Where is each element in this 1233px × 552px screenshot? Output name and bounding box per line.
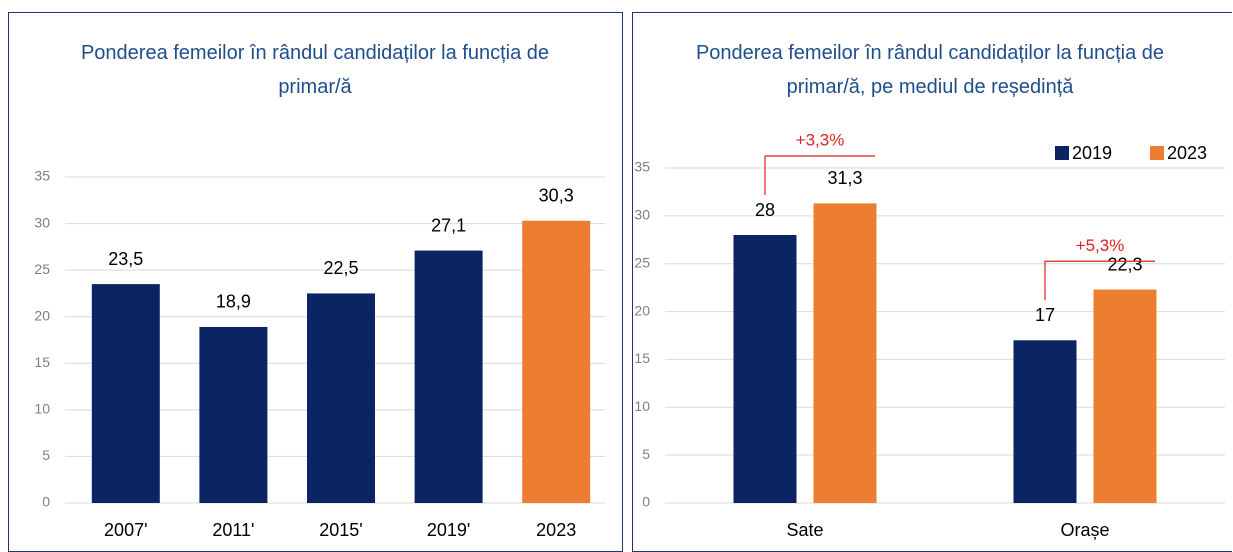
value-label: 17: [1035, 305, 1055, 325]
chart-title: Ponderea femeilor în rândul candidaților…: [695, 42, 1165, 98]
annotation: +3,3%: [796, 130, 845, 149]
annotation: +5,3%: [1076, 236, 1125, 255]
bar: [199, 326, 268, 503]
bar: [522, 220, 591, 503]
bar: [813, 203, 877, 503]
value-label: 27,1: [431, 215, 466, 235]
value-label: 22,5: [323, 258, 358, 278]
bar: [414, 250, 483, 503]
y-tick-label: 20: [34, 307, 50, 323]
x-tick-label: 2011': [212, 520, 254, 540]
legend-swatch: [1150, 146, 1164, 160]
value-label: 31,3: [827, 168, 862, 188]
y-tick-label: 5: [42, 447, 50, 463]
y-tick-label: 10: [34, 401, 50, 417]
legend-swatch: [1055, 146, 1069, 160]
annotation-bracket: [1044, 260, 1155, 301]
bar: [91, 284, 160, 503]
bar: [733, 235, 797, 503]
x-tick-label: Sate: [786, 520, 823, 540]
x-tick-label: 2023: [536, 520, 576, 540]
y-tick-label: 30: [34, 214, 50, 230]
value-label: 28: [755, 200, 775, 220]
chart-title: Ponderea femeilor în rândul candidaților…: [80, 42, 550, 98]
y-tick-label: 25: [634, 254, 650, 270]
x-tick-label: Orașe: [1060, 520, 1109, 540]
bar: [1093, 289, 1157, 503]
value-label: 22,3: [1107, 254, 1142, 274]
legend-label: 2019: [1072, 143, 1112, 163]
y-tick-label: 35: [34, 168, 50, 184]
y-tick-label: 20: [634, 302, 650, 318]
x-tick-label: 2019': [427, 520, 470, 540]
y-tick-label: 15: [34, 354, 50, 370]
y-tick-label: 30: [634, 207, 650, 223]
value-label: 30,3: [539, 186, 574, 206]
y-tick-label: 35: [634, 159, 650, 175]
x-tick-label: 2007': [104, 520, 147, 540]
y-tick-label: 15: [634, 350, 650, 366]
y-tick-label: 0: [642, 494, 650, 510]
y-tick-label: 10: [634, 398, 650, 414]
y-tick-label: 25: [34, 261, 50, 277]
legend-label: 2023: [1167, 143, 1207, 163]
y-tick-label: 5: [642, 446, 650, 462]
bar: [1013, 340, 1077, 503]
y-tick-label: 0: [42, 494, 50, 510]
annotation-bracket: [764, 155, 875, 195]
bar: [307, 293, 375, 503]
value-label: 18,9: [216, 292, 251, 312]
value-label: 23,5: [108, 249, 143, 269]
x-tick-label: 2015': [319, 520, 362, 540]
